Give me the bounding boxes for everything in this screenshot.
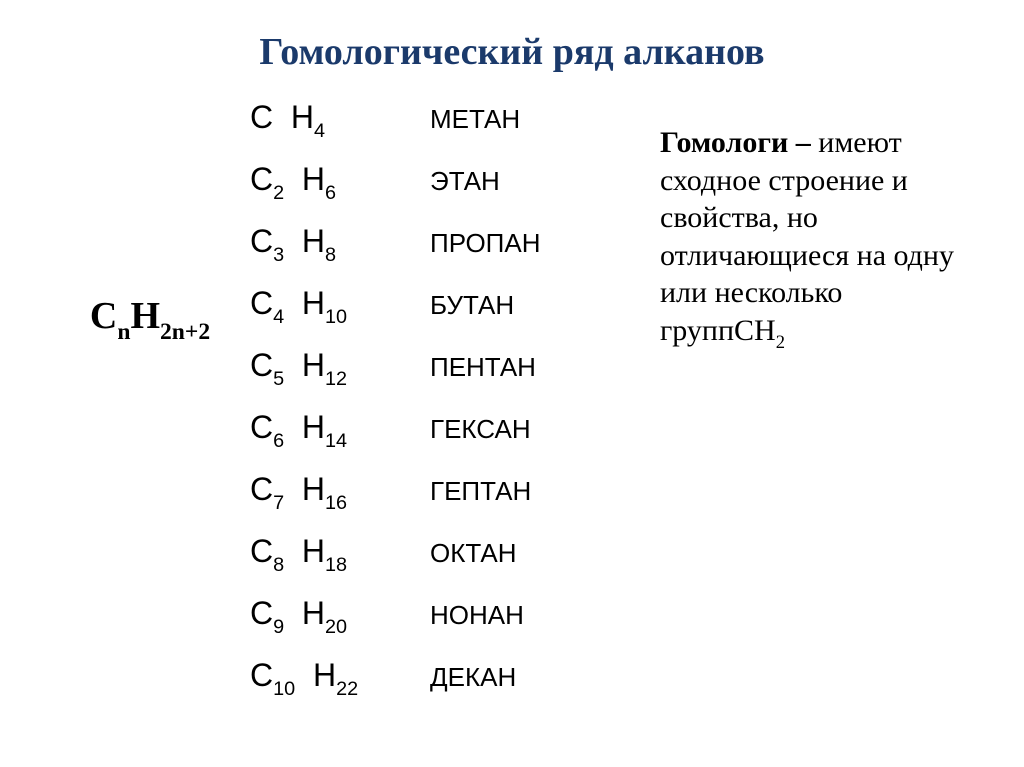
slide-title: Гомологический ряд алканов <box>50 30 974 74</box>
definition-column: Гомологи – имеют сходное строение и свой… <box>650 94 974 353</box>
c-symbol: C <box>250 347 273 383</box>
h-symbol: H <box>302 533 325 569</box>
h-subscript: 18 <box>325 554 347 576</box>
title-text: Гомологический ряд алканов <box>259 31 764 73</box>
h-subscript: 10 <box>325 306 347 328</box>
c-symbol: C <box>250 533 273 569</box>
h-subscript: 8 <box>325 244 336 266</box>
definition-tail-sub: 2 <box>776 332 785 353</box>
gf-sub1: n <box>117 319 130 345</box>
series-row: C3 H8ПРОПАН <box>250 223 650 285</box>
c-symbol: C <box>250 285 273 321</box>
formula-gap <box>284 409 302 445</box>
formula-cell: C9 H20 <box>250 595 430 637</box>
h-subscript: 14 <box>325 430 347 452</box>
h-subscript: 12 <box>325 368 347 390</box>
compound-name: МЕТАН <box>430 104 520 135</box>
compound-name: ОКТАН <box>430 538 517 569</box>
c-subscript: 4 <box>273 306 284 328</box>
h-symbol: H <box>313 657 336 693</box>
h-subscript: 20 <box>325 616 347 638</box>
h-subscript: 22 <box>336 678 358 700</box>
compound-name: ДЕКАН <box>430 662 516 693</box>
h-symbol: H <box>302 161 325 197</box>
compound-name: ГЕПТАН <box>430 476 531 507</box>
h-symbol: H <box>302 409 325 445</box>
formula-gap <box>284 533 302 569</box>
general-formula: CnH2n+2 <box>50 94 250 344</box>
h-subscript: 16 <box>325 492 347 514</box>
formula-gap <box>284 285 302 321</box>
h-symbol: H <box>302 595 325 631</box>
formula-cell: C8 H18 <box>250 533 430 575</box>
formula-gap <box>284 595 302 631</box>
c-symbol: C <box>250 223 273 259</box>
c-subscript: 6 <box>273 430 284 452</box>
h-symbol: H <box>302 223 325 259</box>
compound-name: ПЕНТАН <box>430 352 536 383</box>
formula-cell: C4 H10 <box>250 285 430 327</box>
c-symbol: C <box>250 409 273 445</box>
gf-base1: C <box>90 295 117 337</box>
c-subscript: 7 <box>273 492 284 514</box>
series-row: C7 H16ГЕПТАН <box>250 471 650 533</box>
formula-cell: C3 H8 <box>250 223 430 265</box>
c-symbol: C <box>250 99 273 135</box>
c-subscript: 10 <box>273 678 295 700</box>
c-subscript: 2 <box>273 182 284 204</box>
c-subscript: 9 <box>273 616 284 638</box>
compound-name: БУТАН <box>430 290 514 321</box>
series-column: C H4МЕТАНC2 H6ЭТАНC3 H8ПРОПАНC4 H10БУТАН… <box>250 94 650 719</box>
series-row: C8 H18ОКТАН <box>250 533 650 595</box>
definition-tail-base: СН <box>734 314 776 347</box>
c-subscript: 8 <box>273 554 284 576</box>
content-row: CnH2n+2 C H4МЕТАНC2 H6ЭТАНC3 H8ПРОПАНC4 … <box>50 94 974 719</box>
series-row: C6 H14ГЕКСАН <box>250 409 650 471</box>
formula-cell: C2 H6 <box>250 161 430 203</box>
formula-gap <box>284 347 302 383</box>
formula-cell: C5 H12 <box>250 347 430 389</box>
formula-cell: C6 H14 <box>250 409 430 451</box>
c-symbol: C <box>250 161 273 197</box>
gf-sub2: 2n+2 <box>160 319 210 345</box>
h-symbol: H <box>302 471 325 507</box>
formula-cell: C7 H16 <box>250 471 430 513</box>
series-row: C10 H22ДЕКАН <box>250 657 650 719</box>
compound-name: ЭТАН <box>430 166 500 197</box>
formula-gap <box>284 161 302 197</box>
gf-base2: H <box>130 295 160 337</box>
definition-body-head: имеют сходное строение и свойства, но от… <box>660 126 954 347</box>
series-row: C2 H6ЭТАН <box>250 161 650 223</box>
general-formula-text: CnH2n+2 <box>90 294 210 344</box>
h-subscript: 6 <box>325 182 336 204</box>
series-row: C H4МЕТАН <box>250 99 650 161</box>
definition-body: имеют сходное строение и свойства, но от… <box>660 126 954 347</box>
formula-cell: C H4 <box>250 99 430 141</box>
c-symbol: C <box>250 595 273 631</box>
c-symbol: C <box>250 657 273 693</box>
h-symbol: H <box>302 347 325 383</box>
series-row: C4 H10БУТАН <box>250 285 650 347</box>
series-row: C5 H12ПЕНТАН <box>250 347 650 409</box>
series-row: C9 H20НОНАН <box>250 595 650 657</box>
h-subscript: 4 <box>314 120 325 142</box>
c-subscript: 3 <box>273 244 284 266</box>
compound-name: НОНАН <box>430 600 524 631</box>
h-symbol: H <box>302 285 325 321</box>
compound-name: ГЕКСАН <box>430 414 531 445</box>
formula-cell: C10 H22 <box>250 657 430 699</box>
h-symbol: H <box>291 99 314 135</box>
formula-gap <box>273 99 291 135</box>
formula-gap <box>295 657 313 693</box>
definition-term: Гомологи – <box>660 126 811 159</box>
c-symbol: C <box>250 471 273 507</box>
formula-gap <box>284 223 302 259</box>
compound-name: ПРОПАН <box>430 228 541 259</box>
formula-gap <box>284 471 302 507</box>
c-subscript: 5 <box>273 368 284 390</box>
